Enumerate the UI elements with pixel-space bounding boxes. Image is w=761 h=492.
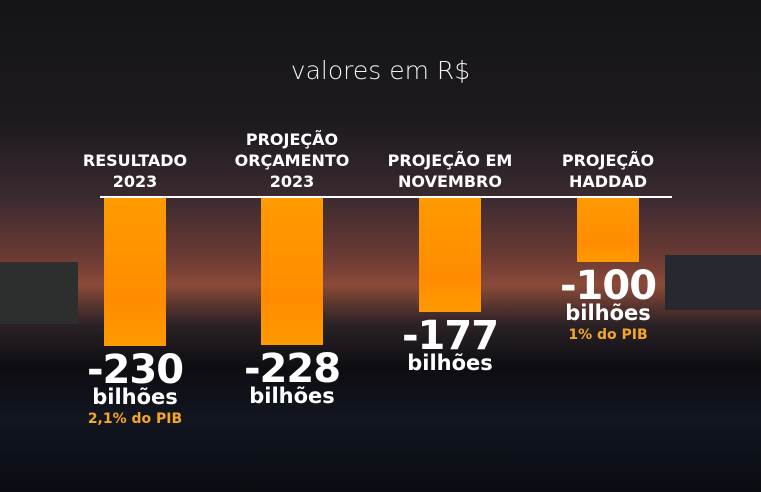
building [665, 255, 761, 310]
value-label: -230 [86, 347, 184, 393]
note-label: 2,1% do PIB [87, 411, 183, 427]
value-label: -177 [401, 312, 499, 359]
unit-label: bilhões [407, 350, 493, 375]
value-label: -228 [243, 345, 341, 392]
value-label: -100 [559, 263, 657, 310]
bar [261, 198, 323, 345]
category-label: PROJEÇÃO HADDAD [561, 151, 655, 191]
baseline [100, 196, 672, 198]
unit-label: bilhões [565, 301, 651, 326]
category-label: RESULTADO 2023 [82, 151, 188, 191]
bar [104, 198, 166, 346]
category-label: PROJEÇÃO EM NOVEMBRO [387, 151, 513, 191]
bar [419, 198, 481, 312]
unit-label: bilhões [249, 383, 335, 408]
category-label: PROJEÇÃO ORÇAMENTO 2023 [234, 130, 350, 191]
unit-label: bilhões [92, 385, 178, 409]
bar [577, 198, 639, 263]
building [0, 262, 78, 324]
note-label: 1% do PIB [568, 327, 648, 344]
chart-subtitle: valores em R$ [290, 56, 471, 85]
